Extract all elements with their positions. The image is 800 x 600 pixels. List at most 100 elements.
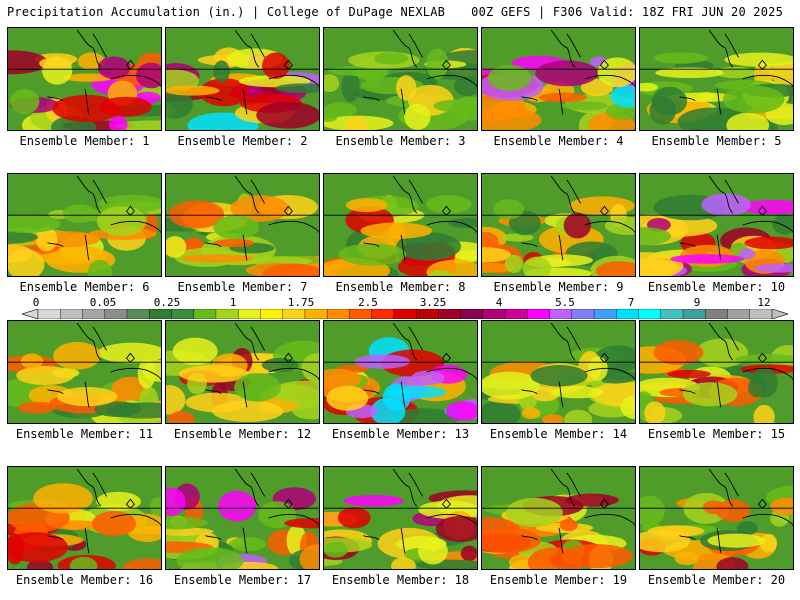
colorbar-segment: [482, 309, 506, 319]
ensemble-member-label: Ensemble Member: 20: [647, 573, 786, 587]
precipitation-field: [166, 28, 319, 130]
ensemble-member-label: Ensemble Member: 5: [651, 134, 782, 148]
colorbar-segment: [260, 309, 284, 319]
precipitation-field: [166, 467, 319, 569]
ensemble-member-label: Ensemble Member: 13: [331, 427, 470, 441]
ensemble-member-label: Ensemble Member: 12: [173, 427, 312, 441]
colorbar-tick-label: 0: [32, 296, 40, 309]
ensemble-member-panel: [7, 320, 162, 424]
ensemble-member-label: Ensemble Member: 16: [15, 573, 154, 587]
precipitation-field: [324, 467, 477, 569]
colorbar-segment: [126, 309, 150, 319]
ensemble-member-label: Ensemble Member: 1: [19, 134, 150, 148]
ensemble-member-label: Ensemble Member: 8: [335, 280, 466, 294]
colorbar-high-arrow: [771, 309, 788, 319]
ensemble-member-label: Ensemble Member: 2: [177, 134, 308, 148]
ensemble-member-label: Ensemble Member: 15: [647, 427, 786, 441]
ensemble-member-label: Ensemble Member: 4: [493, 134, 624, 148]
coastline-outline: [205, 29, 319, 115]
colorbar-segment: [682, 309, 706, 319]
colorbar-segment: [349, 309, 373, 319]
ensemble-member-panel: [7, 27, 162, 131]
colorbar-segment: [393, 309, 417, 319]
precipitation-field: [166, 321, 319, 423]
coastline-outline: [521, 468, 635, 554]
ensemble-member-panel: [165, 466, 320, 570]
ensemble-member-panel: [639, 466, 794, 570]
precipitation-field: [8, 28, 161, 130]
precipitation-field: [482, 321, 635, 423]
colorbar-segment: [171, 309, 195, 319]
ensemble-member-panel: [323, 173, 478, 277]
coastline-outline: [205, 175, 319, 261]
coastline-outline: [205, 322, 319, 408]
colorbar-segment: [237, 309, 261, 319]
coastline-outline: [47, 322, 161, 408]
coastline-outline: [363, 468, 477, 554]
ensemble-member-label: Ensemble Member: 11: [15, 427, 154, 441]
colorbar-tick-label: 1.75: [287, 296, 315, 309]
ensemble-member-label: Ensemble Member: 9: [493, 280, 624, 294]
coastline-outline: [679, 175, 793, 261]
ensemble-member-panel: [323, 27, 478, 131]
coastline-outline: [363, 175, 477, 261]
ensemble-member-label: Ensemble Member: 17: [173, 573, 312, 587]
coastline-outline: [679, 468, 793, 554]
ensemble-member-label: Ensemble Member: 7: [177, 280, 308, 294]
precipitation-field: [640, 467, 793, 569]
colorbar-tick-label: 0.25: [153, 296, 181, 309]
coastline-outline: [205, 468, 319, 554]
coastline-outline: [521, 322, 635, 408]
model-run-valid-time: 00Z GEFS | F306 Valid: 18Z FRI JUN 20 20…: [471, 5, 783, 19]
colorbar-tick-label: 0.05: [89, 296, 117, 309]
ensemble-member-panel: [323, 466, 478, 570]
colorbar-segment: [593, 309, 617, 319]
ensemble-member-panel: [7, 466, 162, 570]
colorbar-tick-label: 2.5: [358, 296, 378, 309]
ensemble-member-panel: [481, 173, 636, 277]
colorbar-segment: [727, 309, 751, 319]
ensemble-member-panel: [7, 173, 162, 277]
colorbar-segment: [616, 309, 640, 319]
precipitation-field: [166, 174, 319, 276]
colorbar-segment: [438, 309, 462, 319]
colorbar-segment: [149, 309, 172, 319]
coastline-outline: [363, 29, 477, 115]
colorbar-low-arrow: [22, 309, 39, 319]
precipitation-field: [8, 174, 161, 276]
colorbar-segment: [60, 309, 83, 319]
ensemble-member-label: Ensemble Member: 18: [331, 573, 470, 587]
ensemble-member-panel: [323, 320, 478, 424]
coastline-outline: [47, 29, 161, 115]
colorbar-tick-label: 12: [757, 296, 771, 309]
precipitation-field: [324, 28, 477, 130]
ensemble-member-panel: [165, 27, 320, 131]
precipitation-field: [482, 174, 635, 276]
colorbar-segment: [638, 309, 662, 319]
precipitation-field: [640, 174, 793, 276]
precipitation-field: [8, 467, 161, 569]
colorbar-segment: [749, 309, 773, 319]
colorbar-segment: [193, 309, 217, 319]
precipitation-field: [482, 467, 635, 569]
coastline-outline: [47, 468, 161, 554]
ensemble-member-label: Ensemble Member: 6: [19, 280, 150, 294]
colorbar-tick-label: 9: [693, 296, 701, 309]
colorbar-segment: [660, 309, 684, 319]
colorbar-segment: [304, 309, 328, 319]
colorbar-tick-label: 7: [627, 296, 635, 309]
colorbar-tick-label: 3.25: [419, 296, 447, 309]
ensemble-member-panel: [165, 173, 320, 277]
precipitation-field: [640, 321, 793, 423]
coastline-outline: [521, 29, 635, 115]
coastline-outline: [363, 322, 477, 408]
colorbar-segment: [104, 309, 128, 319]
coastline-outline: [521, 175, 635, 261]
colorbar-tick-label: 4: [495, 296, 503, 309]
colorbar-segment: [215, 309, 239, 319]
colorbar-segment: [37, 309, 61, 319]
colorbar-segment: [527, 309, 551, 319]
coastline-outline: [679, 322, 793, 408]
precipitation-field: [8, 321, 161, 423]
colorbar-segment: [705, 309, 729, 319]
